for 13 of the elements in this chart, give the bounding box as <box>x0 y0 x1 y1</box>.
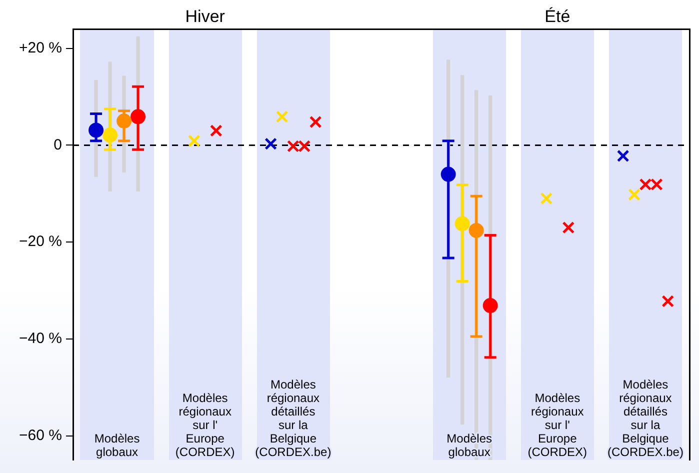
text: Hiver <box>185 7 226 26</box>
x-tick-label: Modèles régionaux détaillés sur la Belgique (CORDEX.be) <box>255 378 332 459</box>
x-tick-label: Modèles régionaux sur l' Europe (CORDEX) <box>175 391 235 459</box>
y-tick-label: −20 % <box>19 233 62 250</box>
text: Été <box>544 7 570 26</box>
y-tick-label: −40 % <box>19 330 62 348</box>
y-tick-label: 0 <box>54 136 62 154</box>
x-tick-label: Modèles globaux <box>94 432 140 459</box>
x-tick-label: Modèles régionaux sur l' Europe (CORDEX) <box>528 391 588 459</box>
y-tick-label: −60 % <box>19 426 62 444</box>
y-tick-label: +20 % <box>19 40 62 57</box>
x-tick-label: Modèles régionaux détaillés sur la Belgique (CORDEX.be) <box>607 378 684 459</box>
x-tick-label: Modèles globaux <box>446 432 492 459</box>
